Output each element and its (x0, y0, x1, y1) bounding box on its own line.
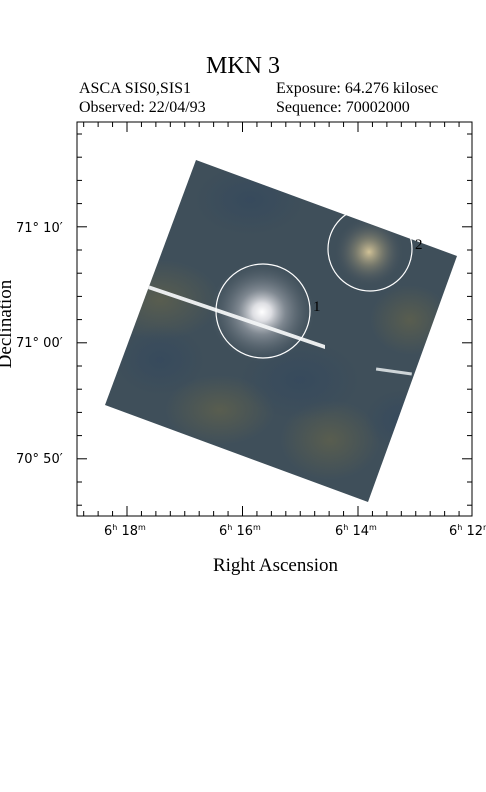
source-1-circle (215, 263, 311, 359)
sequence-number: Sequence: 70002000 (276, 99, 410, 116)
svg-text:6h 12m: 6h 12m (449, 523, 486, 539)
source-1-label: 1 (313, 299, 321, 315)
exposure-info: Exposure: 64.276 kilosec (276, 80, 439, 97)
svg-text:6h 18m: 6h 18m (104, 523, 146, 539)
svg-text:6h 14m: 6h 14m (335, 523, 377, 539)
y-axis-title: Declination (0, 279, 16, 369)
dec-tick-label-71-10: 71° 10′ (16, 221, 63, 236)
dec-tick-label-70-50: 70° 50′ (16, 452, 63, 467)
instrument-label: ASCA SIS0,SIS1 (79, 80, 192, 97)
observed-date: Observed: 22/04/93 (79, 99, 206, 116)
axis-ticks (77, 122, 472, 516)
x-axis-title: Right Ascension (212, 555, 339, 576)
svg-text:6h 16m: 6h 16m (219, 523, 261, 539)
ra-tick-label-6h12m: 6h 12m (449, 523, 486, 539)
source-2-circle (327, 206, 413, 292)
ra-tick-label-6h14m: 6h 14m (335, 523, 377, 539)
source-1-emission (210, 262, 314, 362)
dec-tick-label-71-00: 71° 00′ (16, 336, 63, 351)
source-2-emission (335, 218, 403, 286)
source-2-label: 2 (415, 237, 423, 253)
ra-tick-label-6h18m: 6h 18m (104, 523, 146, 539)
ra-tick-label-6h16m: 6h 16m (219, 523, 261, 539)
image-title: MKN 3 (205, 53, 280, 79)
